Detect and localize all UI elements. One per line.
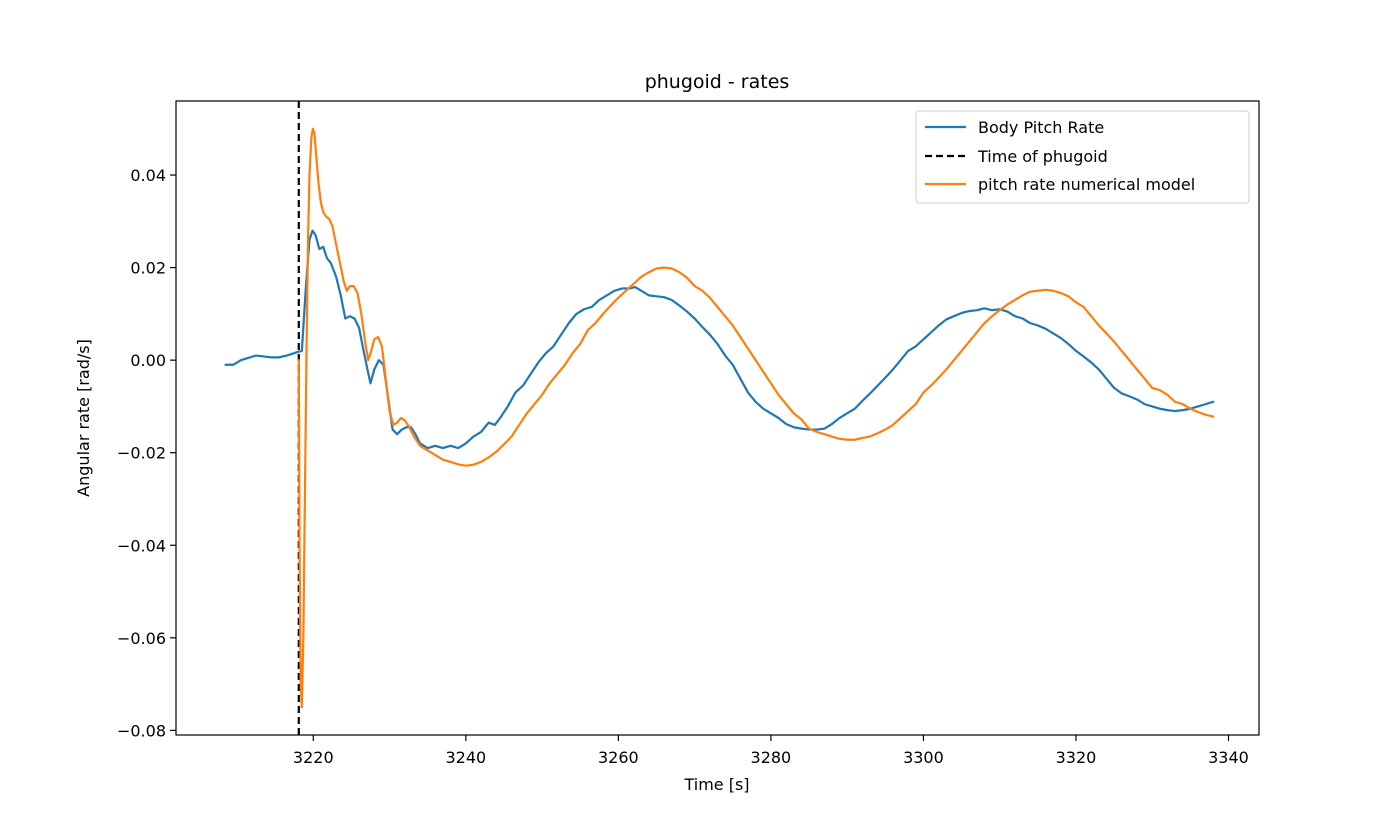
y-tick-label: 0.04 — [130, 166, 166, 185]
x-tick-label: 3340 — [1208, 748, 1249, 767]
y-tick-label: 0.02 — [130, 259, 166, 278]
y-tick-label: −0.04 — [117, 536, 166, 555]
x-tick-label: 3240 — [445, 748, 486, 767]
x-axis-label: Time [s] — [683, 775, 749, 794]
legend-label-time-of-phugoid: Time of phugoid — [977, 147, 1108, 166]
y-tick-label: −0.08 — [117, 721, 166, 740]
chart-title: phugoid - rates — [645, 71, 790, 93]
series-line-body-pitch-rate — [224, 229, 1215, 450]
y-tick-label: −0.06 — [117, 629, 166, 648]
plot-area — [224, 101, 1215, 735]
plot-series-group — [224, 101, 1215, 735]
series-line-pitch-rate-numerical-model — [297, 127, 1215, 709]
y-tick-label: −0.02 — [117, 444, 166, 463]
legend-label-pitch-rate-model: pitch rate numerical model — [978, 175, 1195, 194]
legend: Body Pitch Rate Time of phugoid pitch ra… — [915, 110, 1250, 204]
x-tick-label: 3300 — [903, 748, 944, 767]
x-axis: 3220 3240 3260 3280 3300 3320 3340 — [293, 735, 1249, 767]
y-axis: −0.08 −0.06 −0.04 −0.02 0.00 0.02 0.04 — [117, 166, 176, 740]
plot-frame — [175, 100, 1260, 736]
legend-box — [915, 110, 1250, 204]
x-tick-label: 3220 — [293, 748, 334, 767]
legend-label-body-pitch-rate: Body Pitch Rate — [978, 118, 1104, 137]
y-tick-label: 0.00 — [130, 351, 166, 370]
x-tick-label: 3260 — [598, 748, 639, 767]
x-tick-label: 3320 — [1056, 748, 1097, 767]
y-axis-label: Angular rate [rad/s] — [74, 339, 93, 497]
x-tick-label: 3280 — [751, 748, 792, 767]
